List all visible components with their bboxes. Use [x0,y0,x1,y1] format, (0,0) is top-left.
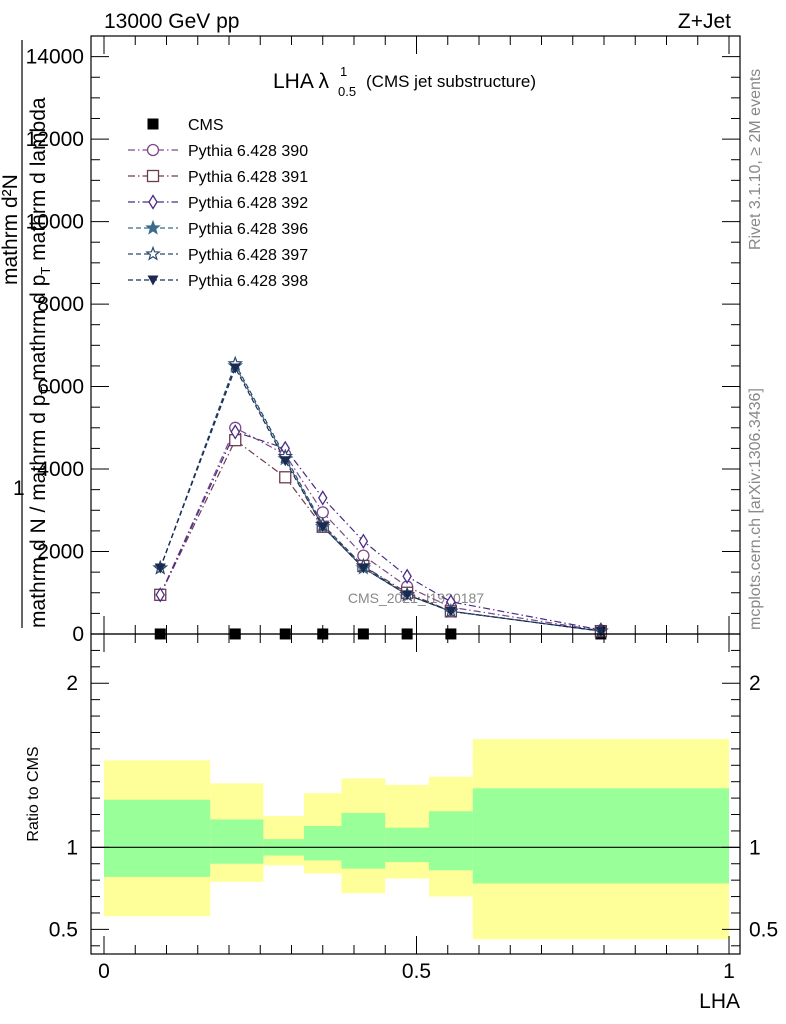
ratio-panel: 0.5 0.5 1 1 2 2 0 0.5 1 Ratio to CMS LHA [25,633,778,1013]
main-ytick-label: 8000 [37,293,84,316]
mcplots-label: mcplots.cern.ch [arXiv:1306.3436] [747,388,764,630]
process-label: Z+Jet [678,10,731,33]
ratio-ytick-label: 2 [66,672,78,695]
main-ytick-label: 10000 [26,211,84,234]
chart-title: LHA λ 1 0.5 (CMS jet substructure) [273,64,536,99]
legend-label: Pythia 6.428 390 [188,143,308,160]
data-point [279,456,291,467]
legend-label: Pythia 6.428 392 [188,195,308,212]
main-ytick-label: 2000 [37,541,84,564]
data-point [230,424,241,440]
title-superscript: 1 [340,64,347,79]
main-ytick-label: 4000 [37,458,84,481]
ylabel-numerator: mathrm d²N [0,174,22,285]
data-point [358,533,369,549]
series-line [159,439,601,632]
ylabel-den-sub: T [38,387,53,395]
main-ytick-label: 6000 [37,376,84,399]
data-point [402,568,412,585]
legend-label: Pythia 6.428 391 [188,169,308,186]
rivet-label: Rivet 3.1.10, ≥ 2M events [747,69,764,250]
ylabel-den-part1: mathrm d N / mathrm d p [27,395,50,628]
data-point [279,471,292,484]
data-point [317,522,329,533]
xtick-label: 0.5 [402,960,431,983]
ylabel-top: 1 [13,477,25,500]
legend-marker [146,169,160,183]
ratio-ytick-label-right: 1 [749,836,761,859]
ylabel-den-sub2: T [38,267,53,275]
data-point [401,590,413,601]
ratio-band-inner [429,811,473,871]
data-point [155,587,166,603]
ylabel-den-part3: mathrm d lambda [27,97,50,267]
legend-label: Pythia 6.428 396 [188,221,308,238]
ylabel-denominator: mathrm d N / mathrm d pT mathrm d pT mat… [27,97,53,628]
legend-marker [147,275,159,286]
ratio-ytick-label: 1 [66,836,78,859]
data-point [317,490,328,506]
ratio-ytick-label-right: 2 [749,672,761,695]
title-main: LHA λ [273,70,330,93]
data-point [357,563,369,574]
ratio-band-inner [104,799,211,877]
legend-label: CMS [188,117,224,134]
legend-marker [145,245,161,261]
energy-label: 13000 GeV pp [104,10,239,33]
title-suffix: (CMS jet substructure) [366,72,536,91]
ratio-frame [90,633,741,955]
series-line [159,364,601,632]
legend-label: Pythia 6.428 398 [188,273,308,290]
x-axis-label: LHA [699,990,740,1013]
legend-marker [148,194,158,210]
main-ytick-label: 14000 [26,46,84,69]
main-ytick-label: 0 [72,623,84,646]
data-point [316,506,329,519]
ratio-ylabel: Ratio to CMS [25,746,42,841]
title-subscript: 0.5 [338,84,356,99]
legend-label: Pythia 6.428 397 [188,247,308,264]
ratio-band-inner [304,826,342,861]
legend-marker [147,118,159,130]
ratio-band-inner [385,827,429,863]
legend-marker [145,219,161,235]
main-panel: CMS_2021_I1920187 0200040006000800010000… [0,35,741,646]
ratio-ytick-label-right: 0.5 [749,918,778,941]
ylabel-den-part2: mathrm d p [27,275,50,387]
main-ytick-label: 12000 [26,128,84,151]
legend-marker [146,143,160,157]
series-line [159,426,601,632]
ratio-band-inner [472,788,729,884]
main-ylabel: 1 mathrm d²N mathrm d N / mathrm d pT ma… [0,40,53,628]
legend: CMS Pythia 6.428 390 Pythia 6.428 391 Pythi… [128,117,308,290]
ratio-band-inner [210,819,264,864]
xtick-label: 1 [723,960,735,983]
xtick-label: 0 [98,960,110,983]
series-line [159,431,602,631]
ratio-ytick-label: 0.5 [49,918,78,941]
series-line [159,362,601,632]
data-point [445,606,457,617]
ratio-band-inner [341,812,386,869]
data-point [229,363,241,374]
data-point [154,563,166,574]
